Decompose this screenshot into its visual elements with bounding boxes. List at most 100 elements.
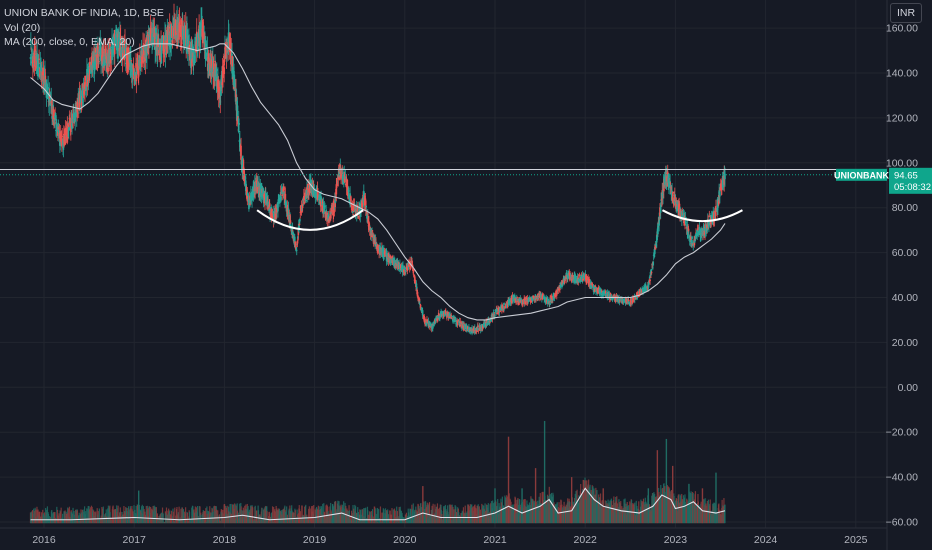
candle-body [503,303,506,305]
candle-body [327,216,330,218]
candle-body [197,48,200,51]
candle-body [289,220,292,223]
candle-body [494,315,496,317]
candle-body [159,38,161,48]
candle-body [365,205,367,208]
candle-body [458,320,461,326]
candle-body [77,101,79,106]
candle-body [497,307,500,314]
candle-body [582,278,584,281]
candle-body [215,69,218,71]
candle-body [594,288,596,292]
candle-body [284,199,287,207]
candle-body [320,196,322,201]
candle-body [207,53,210,60]
candle-body [109,55,112,64]
candle-body [145,37,148,45]
candle-body [74,112,76,122]
candle-body [200,20,202,31]
candle-body [193,51,196,53]
candle-body [305,199,307,202]
candle-body [295,243,297,250]
candle-body [38,58,40,60]
candle-body [544,296,546,302]
candle-body [575,278,577,280]
candle-body [37,66,40,69]
candle-body [325,209,327,212]
candle-body [399,269,402,271]
candle-body [59,139,62,147]
candle-body [217,79,220,88]
candle-body [363,192,366,196]
candle-body [414,279,416,282]
candle-body [375,242,377,245]
candle-body [231,55,234,67]
candle-body [342,174,344,177]
candle-body [452,316,455,318]
candle-body [578,280,580,283]
candle-body [205,57,207,61]
candle-body [504,305,507,308]
candle-body [135,63,137,68]
candle-body [68,117,71,125]
candle-body [399,264,402,270]
candle-body [67,124,70,129]
candle-body [437,318,439,320]
candle-body [340,172,342,180]
candle-body [148,33,150,49]
candle-body [85,86,88,91]
candle-body [130,60,133,62]
candle-body [135,74,138,82]
candle-body [541,295,544,300]
candle-body [599,290,602,294]
candle-body [238,122,240,125]
candle-body [335,184,338,195]
candle-body [222,64,225,70]
candle-body [532,295,535,297]
candle-body [374,243,376,246]
candle-body [304,192,306,198]
candle-body [292,232,295,236]
candle-body [212,61,215,63]
candle-body [523,298,526,300]
candle-body [459,321,462,323]
candle-body [509,302,512,304]
candle-body [496,312,498,314]
candle-body [33,49,36,53]
candle-body [418,298,421,302]
candle-body [106,67,109,72]
candle-body [350,196,352,202]
candle-body [508,299,511,302]
candle-body [530,300,533,303]
candle-body [169,41,171,48]
candle-body [155,35,158,46]
candle-body [68,127,70,131]
candle-body [243,175,246,185]
candle-body [320,205,323,207]
candle-body [137,72,140,77]
candle-body [503,307,506,309]
candle-body [548,299,550,302]
candle-body [35,72,38,74]
candle-body [284,194,287,202]
candle-body [30,41,32,43]
candle-body [516,296,518,298]
candle-body [502,305,505,307]
candle-body [498,307,500,309]
candle-body [246,192,249,197]
candle-body [283,186,285,190]
candle-body [54,113,57,118]
candle-body [240,145,242,161]
candle-body [485,323,488,325]
candle-body [389,257,392,264]
candle-body [421,310,424,316]
candle-body [453,320,455,323]
candle-body [115,27,118,49]
candle-body [446,316,448,318]
candle-body [207,56,209,72]
candle-body [47,87,49,90]
candle-body [391,257,393,259]
candle-body [486,321,489,325]
candle-body [239,139,241,147]
